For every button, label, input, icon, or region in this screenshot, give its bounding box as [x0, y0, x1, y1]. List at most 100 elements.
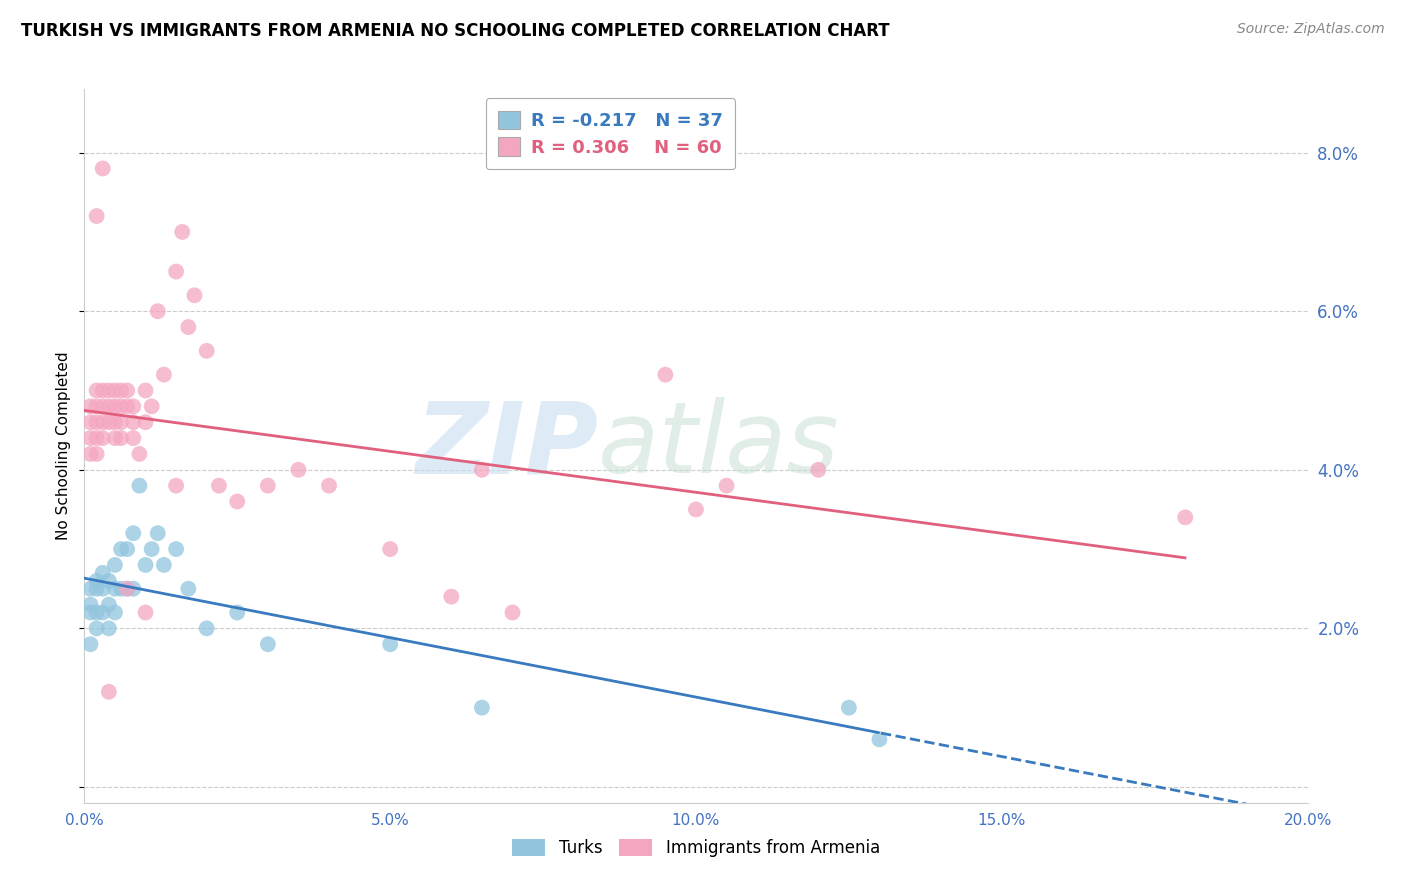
Point — [471, 463, 494, 477]
Point — [86, 574, 108, 588]
Point — [153, 558, 176, 572]
Point — [97, 598, 120, 612]
Point — [165, 478, 187, 492]
Point — [91, 400, 114, 414]
Text: Source: ZipAtlas.com: Source: ZipAtlas.com — [1237, 22, 1385, 37]
Point — [838, 700, 860, 714]
Y-axis label: No Schooling Completed: No Schooling Completed — [56, 351, 72, 541]
Point — [110, 542, 132, 557]
Point — [104, 606, 127, 620]
Point — [195, 621, 218, 635]
Point — [135, 558, 157, 572]
Point — [91, 384, 114, 398]
Point — [97, 400, 120, 414]
Point — [86, 447, 108, 461]
Point — [122, 415, 145, 429]
Point — [86, 415, 108, 429]
Point — [104, 431, 127, 445]
Point — [79, 431, 101, 445]
Point — [177, 582, 200, 596]
Point — [110, 415, 132, 429]
Point — [502, 606, 524, 620]
Point — [177, 320, 200, 334]
Point — [135, 606, 157, 620]
Point — [226, 494, 249, 508]
Point — [122, 526, 145, 541]
Point — [79, 400, 101, 414]
Point — [79, 415, 101, 429]
Point — [128, 447, 150, 461]
Point — [141, 400, 163, 414]
Point — [97, 621, 120, 635]
Point — [869, 732, 891, 747]
Legend: Turks, Immigrants from Armenia: Turks, Immigrants from Armenia — [503, 831, 889, 866]
Point — [86, 621, 108, 635]
Point — [135, 384, 157, 398]
Point — [153, 368, 176, 382]
Point — [122, 400, 145, 414]
Point — [115, 400, 138, 414]
Point — [79, 637, 101, 651]
Point — [716, 478, 738, 492]
Point — [165, 542, 187, 557]
Point — [97, 574, 120, 588]
Point — [104, 558, 127, 572]
Point — [97, 384, 120, 398]
Point — [135, 415, 157, 429]
Point — [86, 400, 108, 414]
Point — [86, 582, 108, 596]
Point — [807, 463, 830, 477]
Point — [97, 415, 120, 429]
Point — [146, 304, 169, 318]
Point — [86, 209, 108, 223]
Point — [115, 582, 138, 596]
Point — [380, 637, 402, 651]
Point — [86, 606, 108, 620]
Point — [91, 582, 114, 596]
Point — [79, 447, 101, 461]
Point — [183, 288, 205, 302]
Point — [110, 431, 132, 445]
Point — [1174, 510, 1197, 524]
Point — [146, 526, 169, 541]
Point — [110, 400, 132, 414]
Point — [226, 606, 249, 620]
Point — [287, 463, 309, 477]
Point — [440, 590, 463, 604]
Point — [115, 582, 138, 596]
Point — [128, 478, 150, 492]
Point — [104, 582, 127, 596]
Point — [208, 478, 231, 492]
Point — [165, 264, 187, 278]
Point — [91, 606, 114, 620]
Point — [257, 637, 280, 651]
Point — [91, 431, 114, 445]
Point — [104, 415, 127, 429]
Point — [86, 431, 108, 445]
Point — [91, 566, 114, 580]
Point — [97, 685, 120, 699]
Point — [685, 502, 707, 516]
Point — [104, 384, 127, 398]
Point — [115, 542, 138, 557]
Point — [654, 368, 676, 382]
Point — [79, 598, 101, 612]
Point — [380, 542, 402, 557]
Point — [110, 582, 132, 596]
Point — [471, 700, 494, 714]
Point — [91, 161, 114, 176]
Text: TURKISH VS IMMIGRANTS FROM ARMENIA NO SCHOOLING COMPLETED CORRELATION CHART: TURKISH VS IMMIGRANTS FROM ARMENIA NO SC… — [21, 22, 890, 40]
Point — [104, 400, 127, 414]
Point — [172, 225, 194, 239]
Point — [141, 542, 163, 557]
Point — [115, 384, 138, 398]
Point — [110, 384, 132, 398]
Point — [318, 478, 340, 492]
Point — [195, 343, 218, 358]
Point — [79, 606, 101, 620]
Text: ZIP: ZIP — [415, 398, 598, 494]
Point — [122, 582, 145, 596]
Point — [86, 384, 108, 398]
Point — [122, 431, 145, 445]
Point — [257, 478, 280, 492]
